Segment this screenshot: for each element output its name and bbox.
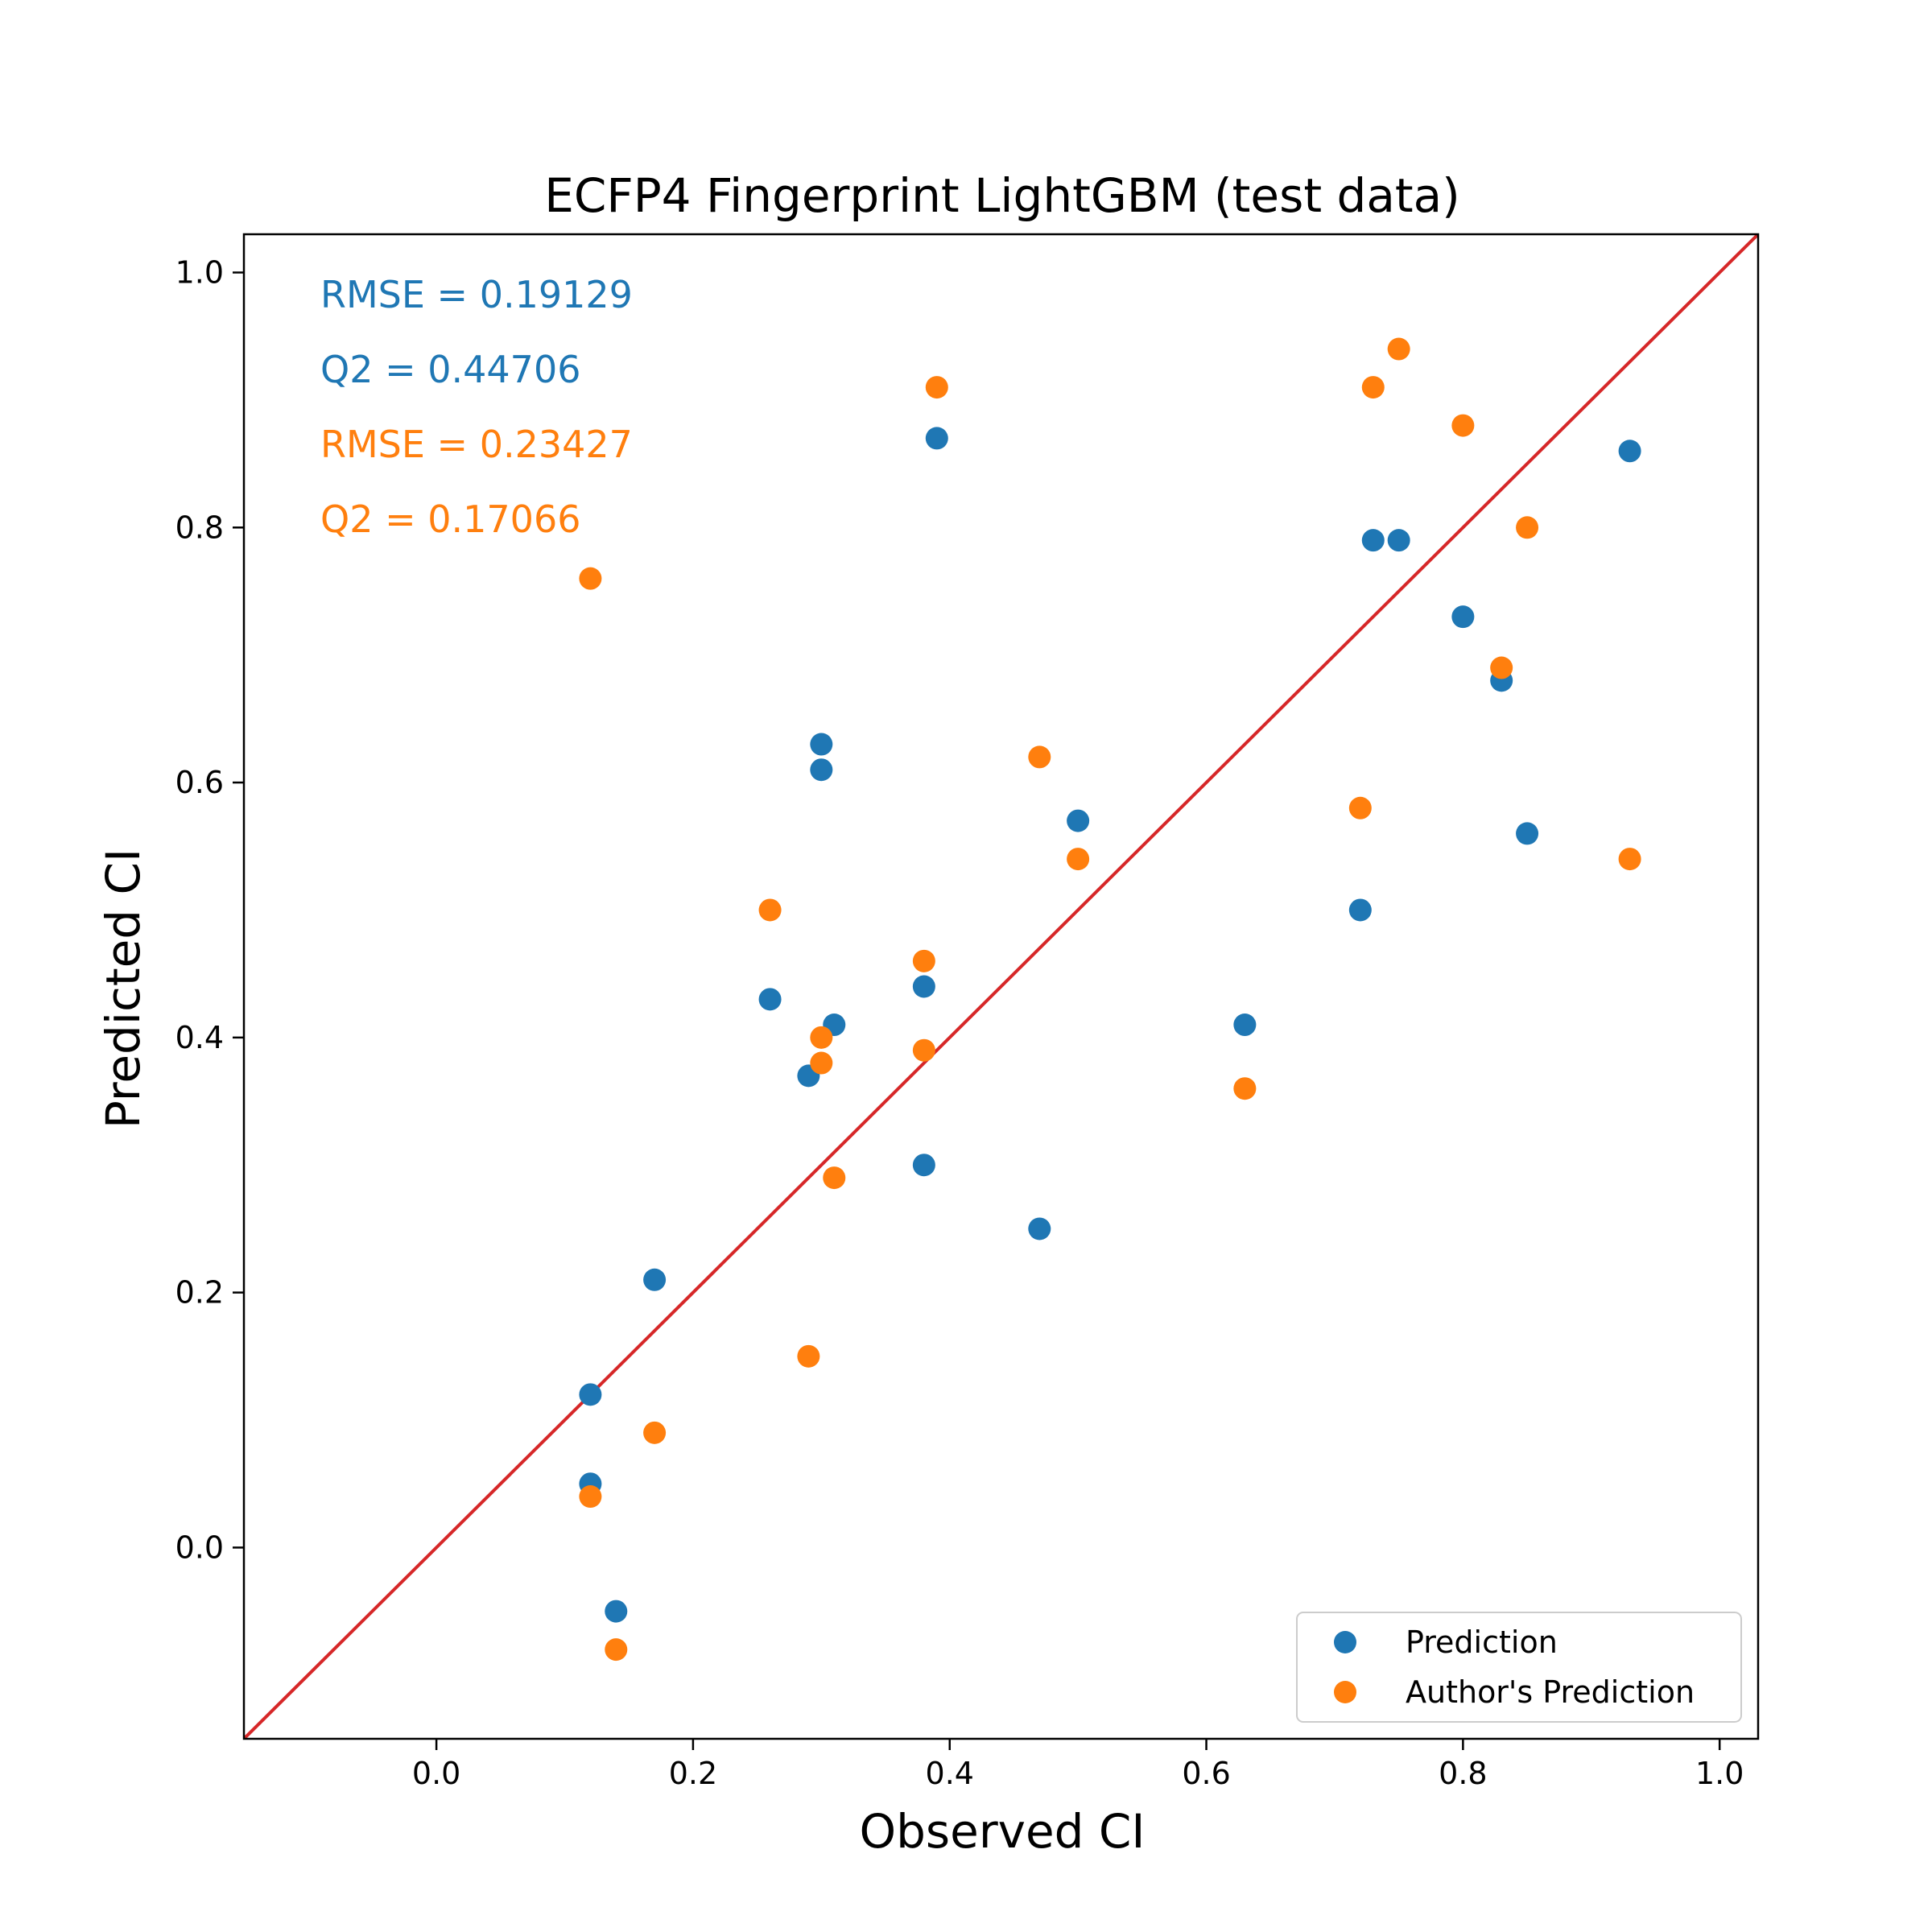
data-point <box>810 1051 833 1075</box>
data-point <box>758 898 782 922</box>
data-point <box>1348 796 1372 819</box>
data-point <box>1067 809 1090 832</box>
data-point <box>1451 414 1475 437</box>
axes-frame <box>242 233 1760 1740</box>
data-point <box>1618 848 1641 871</box>
y-axis-label: Predicted CI <box>96 848 151 1129</box>
legend-label-author-prediction: Author's Prediction <box>1406 1674 1695 1710</box>
x-tick-label: 0.0 <box>412 1756 460 1791</box>
data-point <box>1361 529 1385 552</box>
rmse-author-annotation: RMSE = 0.23427 <box>320 423 633 466</box>
data-point <box>605 1638 628 1662</box>
x-axis-label: Observed CI <box>859 1804 1145 1859</box>
y-tick-label: 0.0 <box>175 1530 224 1565</box>
data-point <box>912 1154 935 1177</box>
data-point <box>579 1383 602 1406</box>
data-point <box>1361 376 1385 399</box>
axis-ticks: 0.0 0.2 0.4 0.6 0.8 1.0 0.0 0.2 0.4 0.6 0.8 1.0 <box>175 255 1744 1791</box>
x-tick-label: 0.2 <box>669 1756 717 1791</box>
data-point <box>643 1268 667 1291</box>
x-tick-label: 0.4 <box>926 1756 974 1791</box>
data-point <box>1516 822 1539 845</box>
chart-title: ECFP4 Fingerprint LightGBM (test data) <box>544 168 1460 223</box>
data-point <box>1348 898 1372 922</box>
data-point <box>1387 529 1410 552</box>
x-tick-label: 0.6 <box>1182 1756 1230 1791</box>
data-point <box>912 1038 935 1062</box>
data-point <box>810 758 833 782</box>
data-point <box>810 733 833 756</box>
legend-label-prediction: Prediction <box>1406 1624 1558 1660</box>
data-point <box>1387 337 1410 361</box>
data-point <box>579 1485 602 1509</box>
plot-area <box>242 233 1760 1740</box>
series-author-prediction <box>579 337 1641 1662</box>
data-point <box>823 1166 846 1190</box>
data-point <box>1490 656 1513 679</box>
y-tick-label: 0.6 <box>175 765 224 800</box>
data-point <box>605 1600 628 1623</box>
metrics-annotations: RMSE = 0.19129 Q2 = 0.44706 RMSE = 0.234… <box>320 273 633 541</box>
data-point <box>1028 1217 1051 1241</box>
rmse-prediction-annotation: RMSE = 0.19129 <box>320 273 633 316</box>
data-point <box>1618 440 1641 463</box>
x-tick-label: 0.8 <box>1439 1756 1487 1791</box>
data-point <box>925 376 948 399</box>
reference-line-y-equals-x <box>244 234 1758 1739</box>
data-point <box>810 1026 833 1049</box>
legend-marker-author-prediction <box>1334 1681 1356 1703</box>
data-point <box>643 1421 667 1444</box>
data-point <box>1233 1013 1257 1037</box>
legend-box <box>1296 1612 1742 1723</box>
data-point <box>758 988 782 1011</box>
legend-marker-prediction <box>1334 1631 1356 1653</box>
data-point <box>1516 516 1539 539</box>
data-point <box>912 975 935 998</box>
data-point <box>579 567 602 590</box>
data-point <box>1028 745 1051 769</box>
data-point <box>1451 605 1475 629</box>
y-tick-label: 1.0 <box>175 255 224 291</box>
data-point <box>912 949 935 972</box>
data-point <box>925 427 948 450</box>
y-tick-label: 0.4 <box>175 1020 224 1055</box>
data-point <box>1067 848 1090 871</box>
q2-author-annotation: Q2 = 0.17066 <box>320 497 580 541</box>
q2-prediction-annotation: Q2 = 0.44706 <box>320 348 580 391</box>
y-tick-label: 0.2 <box>175 1275 224 1311</box>
x-tick-label: 1.0 <box>1695 1756 1744 1791</box>
y-tick-label: 0.8 <box>175 510 224 545</box>
data-point <box>1233 1077 1257 1100</box>
legend: Prediction Author's Prediction <box>1296 1612 1742 1723</box>
data-point <box>797 1344 820 1368</box>
